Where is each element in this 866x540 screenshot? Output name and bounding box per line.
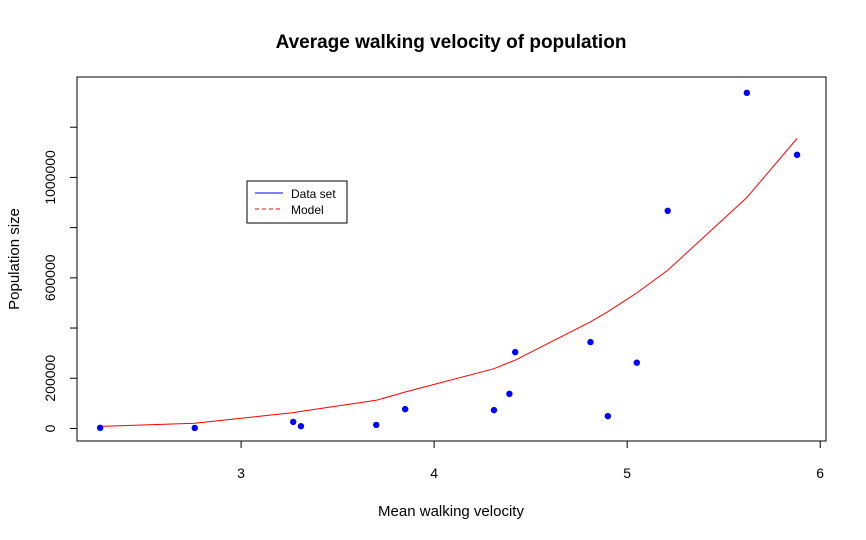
data-point	[490, 406, 498, 414]
data-point	[512, 348, 519, 356]
plot-area-frame	[76, 76, 827, 442]
data-point	[401, 405, 409, 413]
y-tick-label: 600000	[42, 254, 58, 301]
y-tick-label: 0	[42, 424, 58, 432]
data-point	[290, 418, 297, 426]
data-point	[604, 412, 612, 420]
y-axis: 0 200000 600000 1000000	[42, 126, 78, 432]
data-point	[506, 390, 513, 398]
x-tick-label: 5	[623, 465, 631, 481]
data-point	[297, 422, 305, 430]
y-tick-label: 1000000	[42, 150, 58, 205]
y-axis-title: Population size	[6, 208, 23, 310]
data-point	[664, 207, 671, 215]
legend-label-data-set: Data set	[291, 187, 336, 201]
data-point	[743, 89, 751, 97]
x-axis-title: Mean walking velocity	[378, 503, 524, 520]
data-point	[373, 421, 380, 429]
data-point	[793, 151, 801, 159]
legend-box	[246, 180, 348, 224]
legend: Data set Model	[246, 180, 348, 224]
model-line	[100, 138, 798, 427]
data-point	[96, 424, 104, 432]
x-tick-label: 6	[816, 465, 824, 481]
x-axis: 3 4 5 6	[237, 440, 824, 481]
chart-title: Average walking velocity of population	[276, 32, 627, 53]
data-point	[191, 424, 198, 432]
y-tick-label: 200000	[42, 355, 58, 402]
model-series	[100, 138, 798, 427]
legend-label-model: Model	[291, 203, 324, 217]
data-point	[633, 359, 641, 366]
x-tick-label: 4	[430, 465, 438, 481]
x-tick-label: 3	[237, 465, 245, 481]
data-series	[96, 89, 801, 432]
data-point	[587, 338, 594, 346]
